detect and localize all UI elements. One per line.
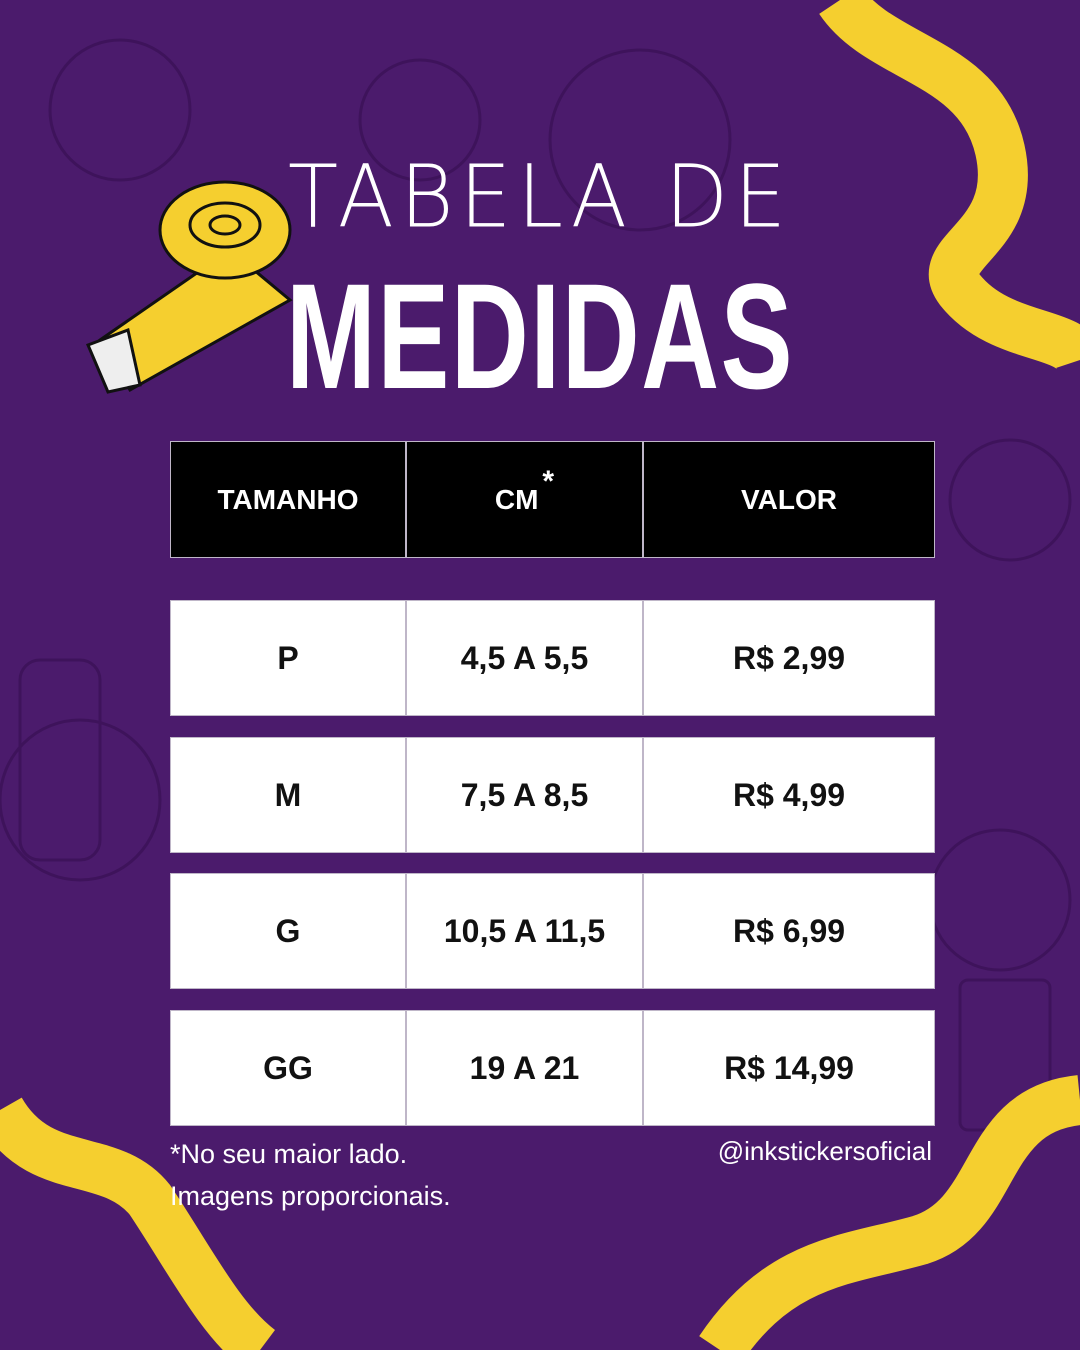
cm-cell: 4,5 A 5,5 [406, 600, 643, 716]
footnote-line-1: *No seu maior lado. [170, 1139, 408, 1169]
header-cm-label: CM [494, 483, 539, 515]
header-valor: VALOR [643, 441, 935, 558]
footnote-line-2: Imagens proporcionais. [170, 1181, 451, 1211]
footnote: *No seu maior lado. Imagens proporcionai… [170, 1133, 451, 1217]
title-line-1: TABELA DE [288, 147, 792, 248]
size-cell: M [170, 737, 406, 853]
tape-measure-top-right [819, 0, 1080, 372]
price-cell: R$ 4,99 [643, 737, 935, 853]
asterisk-marker: * [542, 464, 555, 498]
tape-measure-bottom-left [0, 1096, 276, 1350]
tape-measure-bottom-right [699, 1075, 1080, 1350]
price-cell: R$ 2,99 [643, 600, 935, 716]
size-cell: G [170, 873, 406, 989]
size-cell: GG [170, 1010, 406, 1126]
price-cell: R$ 14,99 [643, 1010, 935, 1126]
header-cm: CM * [406, 441, 643, 558]
header-tamanho: TAMANHO [170, 441, 406, 558]
cm-cell: 10,5 A 11,5 [406, 873, 643, 989]
size-cell: P [170, 600, 406, 716]
price-cell: R$ 6,99 [643, 873, 935, 989]
cm-cell: 7,5 A 8,5 [406, 737, 643, 853]
instagram-handle: @inkstickersoficial [717, 1136, 932, 1166]
title-line-2: MEDIDAS [285, 252, 795, 420]
cm-cell: 19 A 21 [406, 1010, 643, 1126]
tape-measure-roll-icon [86, 180, 293, 394]
